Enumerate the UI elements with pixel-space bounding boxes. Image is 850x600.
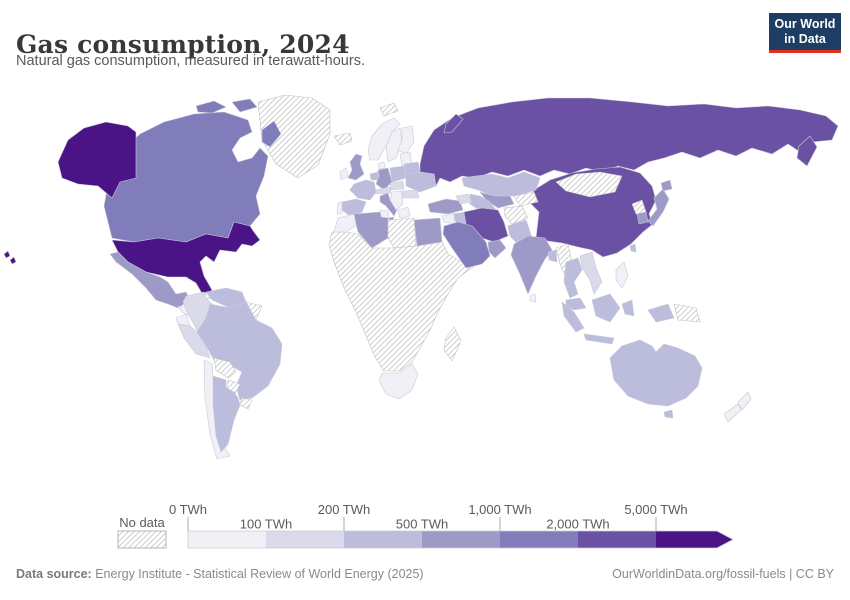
country-poland[interactable]	[389, 165, 407, 183]
country-hokkaido[interactable]	[660, 179, 673, 192]
countries-layer	[3, 94, 839, 460]
world-map: No data 0 TWh 100 TWh 200 TWh 500 TWh 1,000 T…	[3, 94, 839, 549]
legend-bin-2000-5000[interactable]	[578, 531, 656, 548]
country-usa[interactable]	[111, 221, 261, 298]
legend-tick-label: 2,000 TWh	[546, 517, 609, 532]
legend-bin-5000+[interactable]	[656, 531, 733, 548]
country-china[interactable]	[528, 166, 657, 258]
country-peru[interactable]	[177, 323, 211, 359]
country-afghanistan[interactable]	[503, 205, 529, 225]
country-syria[interactable]	[441, 213, 456, 225]
country-nz-south[interactable]	[723, 403, 742, 423]
legend-bin-500-1000[interactable]	[422, 531, 500, 548]
country-vietnam[interactable]	[579, 251, 603, 295]
country-bangladesh[interactable]	[547, 249, 558, 263]
data-source-note: Data source: Energy Institute - Statisti…	[16, 567, 424, 581]
chart-footer: Data source: Energy Institute - Statisti…	[16, 567, 834, 581]
country-caucasus[interactable]	[455, 193, 473, 205]
chart-subtitle: Natural gas consumption, measured in ter…	[16, 53, 365, 69]
country-uae-oman[interactable]	[487, 239, 507, 259]
country-bolivia[interactable]	[213, 357, 237, 379]
country-romania[interactable]	[401, 189, 420, 199]
country-turkey[interactable]	[427, 198, 464, 215]
country-tasmania[interactable]	[663, 409, 674, 419]
country-philippines[interactable]	[615, 261, 629, 289]
country-kyrgyzstan-tajikistan[interactable]	[513, 191, 539, 207]
country-morocco[interactable]	[333, 213, 359, 233]
country-alaska[interactable]	[57, 121, 137, 199]
legend-no-data-label: No data	[119, 515, 165, 530]
country-png[interactable]	[673, 303, 701, 323]
country-egypt[interactable]	[413, 217, 443, 247]
country-canada-baffin[interactable]	[261, 120, 282, 148]
country-hawaii-1[interactable]	[3, 250, 11, 259]
country-italy[interactable]	[379, 192, 398, 217]
country-iceland[interactable]	[333, 132, 353, 146]
country-denmark[interactable]	[377, 161, 386, 170]
country-kazakhstan[interactable]	[461, 171, 541, 197]
country-taiwan[interactable]	[629, 243, 637, 253]
data-source-value: Energy Institute - Statistical Review of…	[91, 567, 424, 581]
data-source-label: Data source:	[16, 567, 92, 581]
country-india[interactable]	[510, 235, 553, 295]
legend-bin-0-100[interactable]	[188, 531, 266, 548]
country-borneo[interactable]	[591, 293, 621, 323]
country-ukraine[interactable]	[405, 171, 437, 193]
country-saudi-arabia[interactable]	[442, 221, 491, 269]
country-svalbard[interactable]	[379, 102, 399, 117]
owid-logo-line2: in Data	[784, 32, 826, 46]
country-greece[interactable]	[397, 206, 411, 219]
legend-bin-1000-2000[interactable]	[500, 531, 578, 548]
country-canada-arctic-2[interactable]	[231, 98, 258, 113]
country-madagascar[interactable]	[443, 326, 462, 362]
country-czech-slovakia-hungary[interactable]	[389, 180, 405, 191]
country-norway[interactable]	[367, 117, 401, 161]
country-canada-arctic-1[interactable]	[195, 100, 227, 114]
map-legend: No data 0 TWh 100 TWh 200 TWh 500 TWh 1,000 T…	[117, 502, 734, 549]
country-south-africa[interactable]	[378, 363, 419, 400]
legend-bin-200-500[interactable]	[344, 531, 422, 548]
legend-tick-label: 1,000 TWh	[468, 502, 531, 517]
owid-logo-line1: Our World	[774, 17, 836, 31]
country-france[interactable]	[349, 179, 377, 201]
country-uk[interactable]	[347, 153, 365, 181]
legend-tick-label: 0 TWh	[169, 502, 207, 517]
country-uruguay[interactable]	[239, 397, 253, 410]
country-thailand[interactable]	[563, 257, 583, 299]
country-hawaii-2[interactable]	[9, 256, 17, 265]
country-tunisia[interactable]	[379, 209, 390, 219]
country-kamchatka[interactable]	[796, 135, 818, 167]
legend-bar-outline	[187, 530, 734, 549]
country-libya[interactable]	[387, 217, 417, 249]
country-germany[interactable]	[375, 167, 393, 191]
country-alpine[interactable]	[374, 186, 392, 195]
country-sulawesi[interactable]	[621, 299, 635, 317]
legend-tick-label: 500 TWh	[396, 517, 449, 532]
country-sumatra[interactable]	[561, 301, 585, 333]
country-argentina[interactable]	[212, 375, 241, 453]
country-novaya-zemlya[interactable]	[443, 113, 464, 134]
country-south-korea[interactable]	[636, 211, 649, 225]
country-sri-lanka[interactable]	[529, 293, 537, 303]
legend-tick-label: 200 TWh	[318, 502, 371, 517]
country-west-papua[interactable]	[647, 303, 675, 323]
country-portugal[interactable]	[336, 201, 343, 215]
country-mongolia[interactable]	[555, 171, 623, 198]
country-ireland[interactable]	[339, 167, 349, 181]
legend-no-data-swatch[interactable]	[117, 530, 167, 549]
owid-url-link[interactable]: OurWorldinData.org/fossil-fuels | CC BY	[612, 567, 834, 581]
page-title: Gas consumption, 2024	[16, 29, 350, 59]
legend-bin-100-200[interactable]	[266, 531, 344, 548]
country-greenland[interactable]	[257, 94, 331, 179]
country-australia[interactable]	[609, 339, 703, 407]
owid-logo[interactable]: Our World in Data	[769, 13, 841, 53]
country-java[interactable]	[583, 333, 615, 345]
legend-tick-label: 100 TWh	[240, 517, 293, 532]
legend-tick-label: 5,000 TWh	[624, 502, 687, 517]
country-nz-north[interactable]	[737, 391, 752, 411]
country-balkans[interactable]	[389, 190, 404, 211]
